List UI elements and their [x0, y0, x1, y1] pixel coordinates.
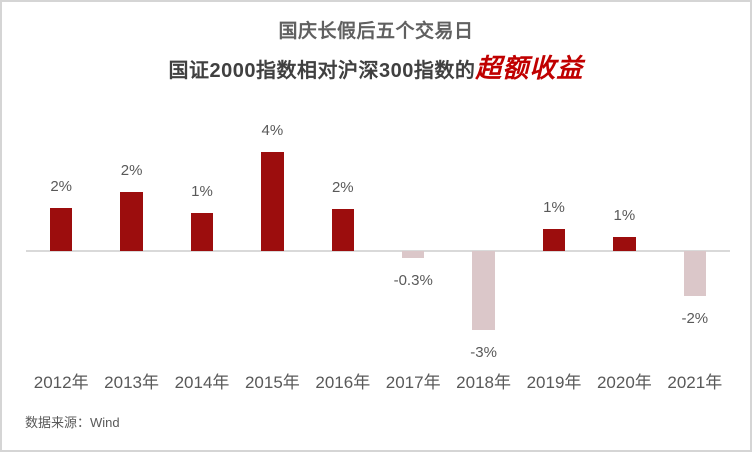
x-axis-label-2018年: 2018年 — [456, 373, 511, 392]
bar-value-label-2013年: 2% — [120, 161, 143, 179]
bar-value-label-2012年: 2% — [50, 177, 73, 195]
x-axis-label-2015年: 2015年 — [244, 373, 300, 392]
x-axis-label-2020年: 2020年 — [596, 373, 652, 392]
data-source-note: 数据来源：Wind — [25, 415, 120, 430]
bar-2017年 — [401, 251, 425, 259]
bar-value-label-2020年: 1% — [613, 207, 636, 225]
x-axis-label-2019年: 2019年 — [526, 373, 582, 392]
bar-value-label-2016年: 2% — [331, 178, 354, 196]
bar-2019年 — [542, 228, 566, 251]
bar-2015年 — [261, 152, 284, 251]
x-axis-label-2021年: 2021年 — [667, 373, 723, 392]
bar-value-label-2017年: -0.3% — [393, 272, 433, 290]
bar-2021年 — [683, 251, 707, 296]
bar-value-label-2021年: -2% — [681, 309, 709, 327]
chart-title: 国庆长假后五个交易日 — [278, 21, 474, 42]
bar-2013年 — [120, 191, 143, 251]
x-axis-label-2013年: 2013年 — [104, 373, 159, 392]
chart-subtitle-plain: 国证2000指数相对沪深300指数的 — [168, 60, 476, 82]
bar-value-label-2014年: 1% — [191, 182, 213, 200]
bar-2016年 — [331, 208, 355, 251]
x-axis-label-2017年: 2017年 — [385, 373, 441, 392]
bar-value-label-2019年: 1% — [543, 198, 565, 216]
bar-2020年 — [613, 237, 636, 251]
bar-2014年 — [190, 212, 214, 251]
chart-subtitle-emphasis: 超额收益 — [475, 53, 584, 83]
x-axis-label-2016年: 2016年 — [315, 373, 371, 392]
bar-2012年 — [49, 207, 73, 251]
x-axis-label-2014年: 2014年 — [174, 373, 230, 392]
bar-value-label-2018年: -3% — [470, 344, 497, 362]
x-axis-line — [26, 250, 730, 252]
bar-value-label-2015年: 4% — [261, 122, 284, 139]
chart-subtitle: 国证2000指数相对沪深300指数的 超额收益 — [2, 48, 750, 85]
x-axis-label-2012年: 2012年 — [33, 373, 89, 392]
bar-2018年 — [472, 251, 495, 331]
